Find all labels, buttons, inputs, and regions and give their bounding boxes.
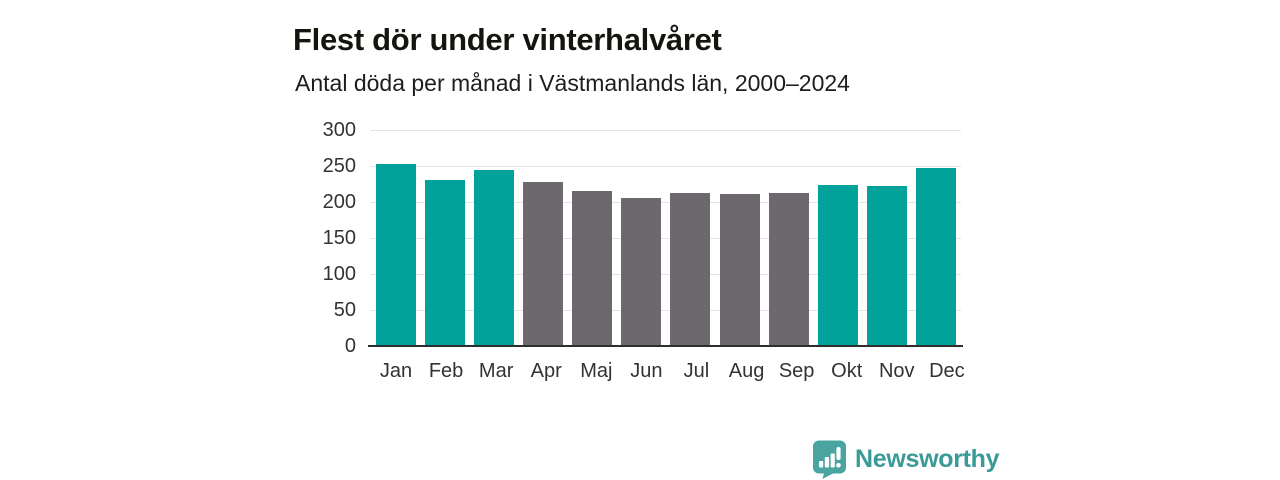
gridline-100 [370,274,961,275]
bar-feb [425,180,466,346]
x-tick-label-jul: Jul [683,360,710,382]
x-tick-label-okt: Okt [831,360,863,382]
y-tick-label-300: 300 [322,119,356,141]
y-axis: 0 50 100 150 200 250 300 [280,119,356,357]
bar-sep [768,192,809,346]
chart-title: Flest dör under vinterhalvåret [293,21,722,57]
gridline-50 [370,310,961,311]
x-tick-label-maj: Maj [580,360,613,382]
bar-mar [474,170,515,346]
bar-nov [866,186,907,346]
bar-aug [719,194,760,346]
y-tick-label-50: 50 [333,299,356,321]
brand-name: Newsworthy [855,445,1000,473]
bar-apr [523,181,564,346]
bar-jan [376,163,416,346]
newsworthy-logo-icon [813,440,846,479]
y-tick-label-0: 0 [344,335,356,357]
x-tick-label-jan: Jan [379,360,413,382]
gridline-200 [370,202,961,203]
gridline-300 [370,130,961,131]
plot-area [368,130,963,347]
gridline-250 [370,166,961,167]
bar-okt [817,184,858,346]
bar-dec [915,168,956,346]
y-tick-label-150: 150 [322,227,356,249]
gridline-150 [370,238,961,239]
bar-maj [572,190,613,346]
x-tick-label-mar: Mar [478,360,514,382]
x-tick-label-nov: Nov [878,360,915,382]
y-tick-label-100: 100 [322,263,356,285]
x-tick-label-dec: Dec [929,360,965,382]
x-tick-label-sep: Sep [778,360,815,382]
y-tick-label-250: 250 [322,155,356,177]
x-tick-label-jun: Jun [630,360,663,382]
bar-jul [670,192,711,346]
bar-jun [621,197,662,346]
x-axis-line [368,345,963,347]
x-axis-labels: Jan Feb Mar Apr Maj Jun Jul Aug Sep Okt Nov Dec [370,358,972,384]
chart-subtitle: Antal döda per månad i Västmanlands län,… [295,70,850,96]
x-tick-label-aug: Aug [728,360,765,382]
x-tick-label-feb: Feb [428,360,464,382]
newsworthy-logo: Newsworthy [812,440,1000,479]
y-tick-label-200: 200 [322,191,356,213]
bars [370,130,961,346]
x-tick-label-apr: Apr [530,360,562,382]
